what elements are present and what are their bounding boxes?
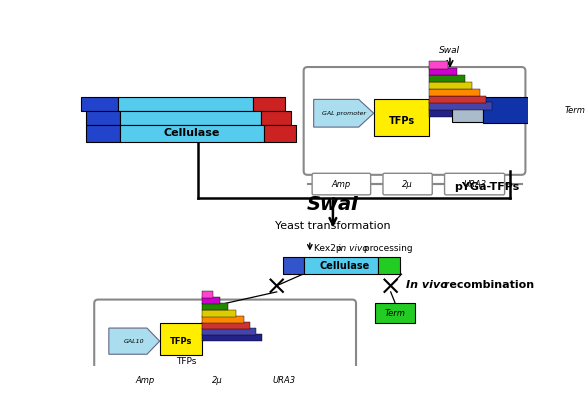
Text: 2μ: 2μ [212, 376, 223, 385]
Text: TFPs: TFPs [170, 337, 192, 346]
FancyBboxPatch shape [283, 257, 305, 274]
FancyBboxPatch shape [429, 99, 451, 109]
Text: 2μ: 2μ [402, 180, 413, 189]
FancyBboxPatch shape [119, 111, 260, 125]
Text: Term: Term [565, 106, 586, 115]
Text: Kex2p: Kex2p [313, 244, 344, 253]
FancyBboxPatch shape [312, 173, 370, 195]
FancyBboxPatch shape [202, 309, 236, 316]
Text: URA3: URA3 [273, 376, 296, 385]
Text: TFPs: TFPs [389, 116, 415, 126]
FancyBboxPatch shape [483, 97, 537, 123]
Polygon shape [109, 328, 160, 354]
FancyBboxPatch shape [429, 95, 486, 103]
Text: pYGa-TFPs: pYGa-TFPs [455, 182, 520, 192]
FancyBboxPatch shape [429, 102, 492, 110]
Text: Amp: Amp [332, 180, 351, 189]
FancyBboxPatch shape [452, 102, 483, 122]
FancyBboxPatch shape [429, 82, 472, 89]
Text: In vivo: In vivo [406, 280, 448, 290]
Text: TFPs: TFPs [176, 357, 197, 366]
Text: Yeast transformation: Yeast transformation [275, 222, 391, 231]
Text: SwaI: SwaI [307, 195, 359, 215]
Polygon shape [313, 99, 374, 127]
FancyBboxPatch shape [255, 369, 315, 391]
FancyBboxPatch shape [445, 173, 505, 195]
FancyBboxPatch shape [429, 68, 457, 76]
Text: Cellulase: Cellulase [163, 128, 220, 138]
Text: recombination: recombination [440, 280, 534, 290]
Text: URA3: URA3 [463, 180, 486, 189]
FancyBboxPatch shape [556, 98, 588, 122]
Text: Amp: Amp [135, 376, 155, 385]
FancyBboxPatch shape [383, 173, 432, 195]
FancyBboxPatch shape [378, 257, 400, 274]
FancyBboxPatch shape [202, 334, 262, 341]
FancyBboxPatch shape [118, 97, 253, 111]
FancyBboxPatch shape [374, 99, 429, 136]
FancyBboxPatch shape [429, 109, 499, 117]
FancyBboxPatch shape [86, 125, 119, 142]
FancyBboxPatch shape [537, 102, 548, 117]
FancyBboxPatch shape [202, 291, 213, 298]
FancyBboxPatch shape [429, 61, 447, 69]
FancyBboxPatch shape [94, 300, 356, 399]
Text: in vivo: in vivo [338, 244, 368, 253]
FancyBboxPatch shape [253, 97, 285, 111]
FancyBboxPatch shape [263, 125, 296, 142]
FancyBboxPatch shape [305, 257, 378, 274]
FancyBboxPatch shape [303, 67, 526, 175]
FancyBboxPatch shape [202, 316, 243, 323]
FancyBboxPatch shape [202, 303, 228, 310]
FancyBboxPatch shape [160, 323, 202, 355]
FancyBboxPatch shape [429, 89, 480, 96]
FancyBboxPatch shape [81, 97, 118, 111]
Text: GAL10: GAL10 [124, 339, 145, 344]
FancyBboxPatch shape [375, 303, 415, 323]
FancyBboxPatch shape [202, 328, 256, 335]
FancyBboxPatch shape [116, 369, 174, 391]
Text: Term: Term [385, 309, 406, 318]
FancyBboxPatch shape [193, 369, 242, 391]
Text: SwaI: SwaI [439, 46, 460, 55]
Text: Cellulase: Cellulase [319, 261, 370, 271]
Text: GAL promoter: GAL promoter [322, 111, 366, 116]
FancyBboxPatch shape [548, 105, 554, 114]
FancyBboxPatch shape [86, 111, 119, 125]
FancyBboxPatch shape [119, 125, 263, 142]
FancyBboxPatch shape [429, 75, 465, 83]
FancyBboxPatch shape [202, 297, 220, 304]
FancyBboxPatch shape [202, 322, 250, 329]
Text: processing: processing [360, 244, 412, 253]
FancyBboxPatch shape [260, 111, 291, 125]
